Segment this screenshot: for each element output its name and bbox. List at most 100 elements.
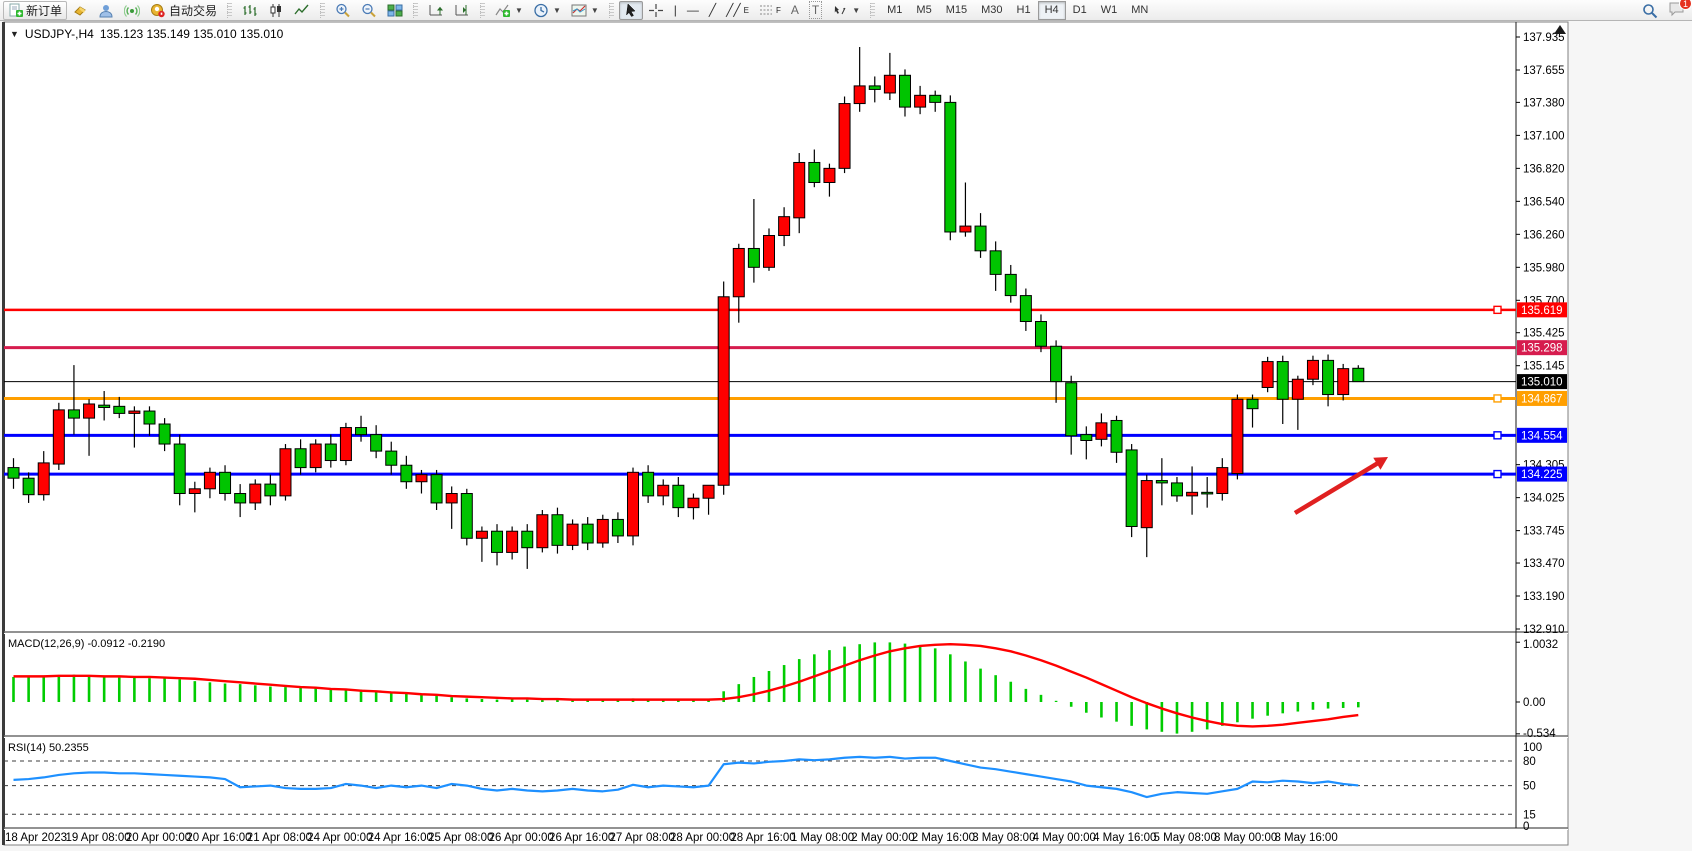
candle-body-down	[67, 409, 80, 419]
candle-body-down	[430, 474, 443, 504]
candle-body-down	[989, 250, 1002, 275]
toolbar-grip	[480, 2, 486, 18]
timeframe-M5[interactable]: M5	[916, 4, 932, 16]
candle-body-down	[1170, 482, 1183, 497]
fibonacci-button[interactable]: F	[754, 1, 786, 20]
candle-body-up	[657, 484, 670, 497]
price-badge	[1517, 340, 1567, 356]
autotrading-label: 自动交易	[169, 3, 218, 18]
candle-body-up	[627, 471, 640, 537]
price-badge-label: 134.225	[1521, 469, 1563, 481]
candle-body-up	[566, 523, 579, 546]
arrows-icon	[835, 5, 846, 14]
channel-icon: ╱╱	[726, 3, 741, 17]
autotrading-button[interactable]: 自动交易	[145, 1, 222, 20]
templates-icon	[571, 4, 587, 16]
hline-handle-134.225[interactable]	[1493, 469, 1502, 479]
candle-body-down	[113, 405, 126, 414]
clock-icon	[534, 3, 548, 17]
periods-button[interactable]: ▼	[528, 1, 566, 20]
text-button[interactable]: A	[786, 1, 804, 20]
trendline-button[interactable]: ╱	[704, 1, 721, 20]
horizontal-line-button[interactable]: —	[682, 1, 704, 20]
timeframe-M30[interactable]: M30	[981, 4, 1003, 16]
mql5-community-button[interactable]	[93, 1, 119, 20]
timeframe-H1[interactable]: H1	[1016, 4, 1031, 16]
chart-window[interactable]: 137.935 137.655 137.380 137.100 136.820 136.5…	[0, 21, 1692, 851]
rsi-indicator-label: RSI(14) 50.2355	[8, 742, 89, 754]
chart-ohlc: 135.123 135.149 135.010 135.010	[99, 27, 284, 41]
hline-handle-135.619[interactable]	[1493, 305, 1502, 315]
text-label-button[interactable]: T	[804, 1, 827, 20]
title-collapse-icon[interactable]: ▼	[10, 29, 19, 39]
timeframe-M1[interactable]: M1	[887, 4, 903, 16]
new-order-button[interactable]: 新订单	[3, 0, 68, 20]
candle-body-up	[883, 74, 896, 94]
timeframe-W1[interactable]: W1	[1100, 4, 1118, 16]
price-tick-label: 135.425	[1523, 328, 1565, 340]
candle-body-up	[702, 484, 715, 499]
metaeditor-button[interactable]	[67, 1, 93, 20]
candle-body-down	[294, 448, 307, 469]
line-chart-button[interactable]	[289, 1, 315, 20]
chart-canvas[interactable]: 137.935 137.655 137.380 137.100 136.820 136.5…	[0, 21, 1692, 851]
zoom-out-icon	[362, 3, 376, 17]
rsi-tick-label: 100	[1523, 742, 1542, 754]
indicators-button[interactable]: ▼	[490, 1, 528, 20]
candle-body-down	[219, 471, 232, 495]
price-tick-label: 136.260	[1523, 229, 1565, 241]
axis-scroll-marker[interactable]	[1554, 25, 1566, 34]
candle-body-up	[1231, 398, 1244, 474]
auto-scroll-button[interactable]	[423, 1, 449, 20]
candle-body-up	[1306, 359, 1319, 380]
candle-body-down	[611, 518, 624, 537]
price-badge-label: 135.619	[1521, 305, 1563, 317]
auto-scroll-icon	[429, 4, 444, 15]
chart-shift-button[interactable]	[449, 1, 475, 20]
candle-body-up	[1216, 467, 1229, 495]
candle-body-up	[838, 103, 851, 169]
bar-chart-button[interactable]	[237, 1, 263, 20]
time-axis-label: 28 Apr 00:00	[670, 832, 735, 844]
arrows-button[interactable]: ▼	[827, 1, 865, 20]
zoom-in-button[interactable]	[330, 1, 356, 20]
price-badge-label: 135.298	[1521, 343, 1563, 355]
fibonacci-icon	[759, 5, 772, 14]
price-badge	[1517, 302, 1567, 318]
timeframe-D1[interactable]: D1	[1072, 4, 1087, 16]
timeframe-M15[interactable]: M15	[945, 4, 968, 16]
tile-windows-button[interactable]	[382, 1, 408, 20]
arrow-annotation-line[interactable]	[1293, 460, 1381, 515]
time-axis-label: 28 Apr 16:00	[730, 832, 795, 844]
price-badge-label: 134.867	[1521, 393, 1563, 405]
timeframe-group: M1 M5 M15 M30 H1 H4 D1 W1 MN	[877, 0, 1158, 21]
notifications-button[interactable]: 1	[1668, 0, 1692, 20]
signals-button[interactable]	[119, 1, 145, 20]
time-axis-label: 2 May 00:00	[851, 832, 914, 844]
candle-body-down	[1155, 480, 1168, 484]
cursor-button[interactable]	[618, 0, 643, 20]
hline-handle-134.867[interactable]	[1493, 394, 1502, 403]
price-tick-label: 137.100	[1523, 130, 1565, 142]
candle-body-up	[536, 514, 549, 549]
vertical-line-button[interactable]: |	[669, 1, 682, 20]
search-icon[interactable]	[1642, 3, 1658, 19]
hline-handle-134.554[interactable]	[1493, 431, 1502, 440]
candle-body-down	[974, 225, 987, 252]
candle-body-down	[944, 101, 957, 233]
arrow-annotation-head[interactable]	[1373, 457, 1388, 470]
zoom-out-button[interactable]	[356, 1, 382, 20]
timeframe-MN[interactable]: MN	[1131, 4, 1149, 16]
price-tick-label: 134.025	[1523, 493, 1565, 505]
timeframe-H4[interactable]: H4	[1037, 0, 1066, 20]
candle-body-up	[1291, 378, 1304, 400]
candle-body-up	[778, 216, 791, 237]
candle-body-down	[898, 74, 911, 108]
dropdown-caret: ▼	[852, 5, 861, 15]
candle-body-down	[264, 483, 277, 497]
candlestick-button[interactable]	[263, 1, 289, 20]
templates-button[interactable]: ▼	[566, 1, 604, 20]
channel-button[interactable]: ╱╱ E	[721, 1, 754, 20]
crosshair-button[interactable]	[643, 1, 669, 20]
scroll-group	[420, 0, 478, 21]
